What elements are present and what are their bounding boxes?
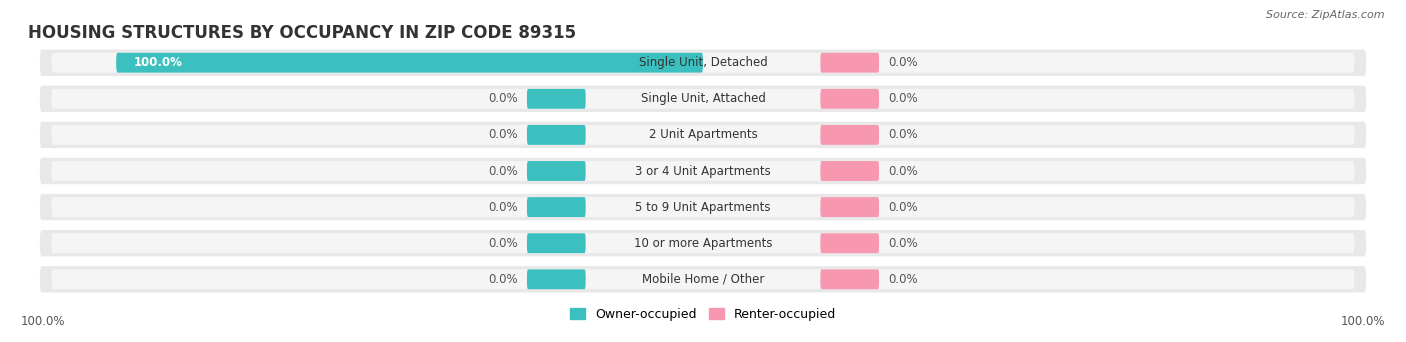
Text: 0.0%: 0.0% (488, 165, 519, 177)
Text: Mobile Home / Other: Mobile Home / Other (641, 273, 765, 286)
FancyBboxPatch shape (527, 125, 586, 145)
FancyBboxPatch shape (39, 194, 1367, 220)
Text: 0.0%: 0.0% (887, 201, 918, 214)
Legend: Owner-occupied, Renter-occupied: Owner-occupied, Renter-occupied (565, 303, 841, 326)
Text: 0.0%: 0.0% (887, 273, 918, 286)
Text: 100.0%: 100.0% (1340, 315, 1385, 328)
Text: HOUSING STRUCTURES BY OCCUPANCY IN ZIP CODE 89315: HOUSING STRUCTURES BY OCCUPANCY IN ZIP C… (28, 24, 576, 42)
Text: 0.0%: 0.0% (488, 237, 519, 250)
Text: 0.0%: 0.0% (887, 56, 918, 69)
FancyBboxPatch shape (820, 233, 879, 253)
Text: 2 Unit Apartments: 2 Unit Apartments (648, 128, 758, 141)
FancyBboxPatch shape (820, 161, 879, 181)
Text: 0.0%: 0.0% (887, 128, 918, 141)
FancyBboxPatch shape (52, 269, 1354, 289)
FancyBboxPatch shape (820, 269, 879, 289)
FancyBboxPatch shape (527, 233, 586, 253)
Text: 0.0%: 0.0% (488, 273, 519, 286)
FancyBboxPatch shape (527, 269, 586, 289)
Text: 100.0%: 100.0% (134, 56, 183, 69)
FancyBboxPatch shape (820, 125, 879, 145)
FancyBboxPatch shape (39, 50, 1367, 76)
FancyBboxPatch shape (52, 53, 1354, 73)
Text: 10 or more Apartments: 10 or more Apartments (634, 237, 772, 250)
FancyBboxPatch shape (527, 161, 586, 181)
FancyBboxPatch shape (527, 89, 586, 109)
Text: Single Unit, Detached: Single Unit, Detached (638, 56, 768, 69)
FancyBboxPatch shape (820, 53, 879, 73)
Text: 0.0%: 0.0% (887, 165, 918, 177)
FancyBboxPatch shape (39, 266, 1367, 292)
FancyBboxPatch shape (39, 86, 1367, 112)
FancyBboxPatch shape (52, 89, 1354, 109)
Text: 0.0%: 0.0% (887, 92, 918, 105)
FancyBboxPatch shape (39, 122, 1367, 148)
FancyBboxPatch shape (39, 158, 1367, 184)
Text: 0.0%: 0.0% (488, 128, 519, 141)
FancyBboxPatch shape (527, 197, 586, 217)
Text: 0.0%: 0.0% (488, 92, 519, 105)
FancyBboxPatch shape (52, 161, 1354, 181)
FancyBboxPatch shape (117, 53, 703, 73)
Text: Source: ZipAtlas.com: Source: ZipAtlas.com (1267, 10, 1385, 20)
FancyBboxPatch shape (39, 230, 1367, 256)
Text: 0.0%: 0.0% (488, 201, 519, 214)
FancyBboxPatch shape (820, 197, 879, 217)
FancyBboxPatch shape (52, 197, 1354, 217)
Text: 0.0%: 0.0% (887, 237, 918, 250)
FancyBboxPatch shape (52, 125, 1354, 145)
FancyBboxPatch shape (820, 89, 879, 109)
Text: 5 to 9 Unit Apartments: 5 to 9 Unit Apartments (636, 201, 770, 214)
FancyBboxPatch shape (52, 233, 1354, 253)
Text: Single Unit, Attached: Single Unit, Attached (641, 92, 765, 105)
Text: 100.0%: 100.0% (21, 315, 66, 328)
Text: 3 or 4 Unit Apartments: 3 or 4 Unit Apartments (636, 165, 770, 177)
